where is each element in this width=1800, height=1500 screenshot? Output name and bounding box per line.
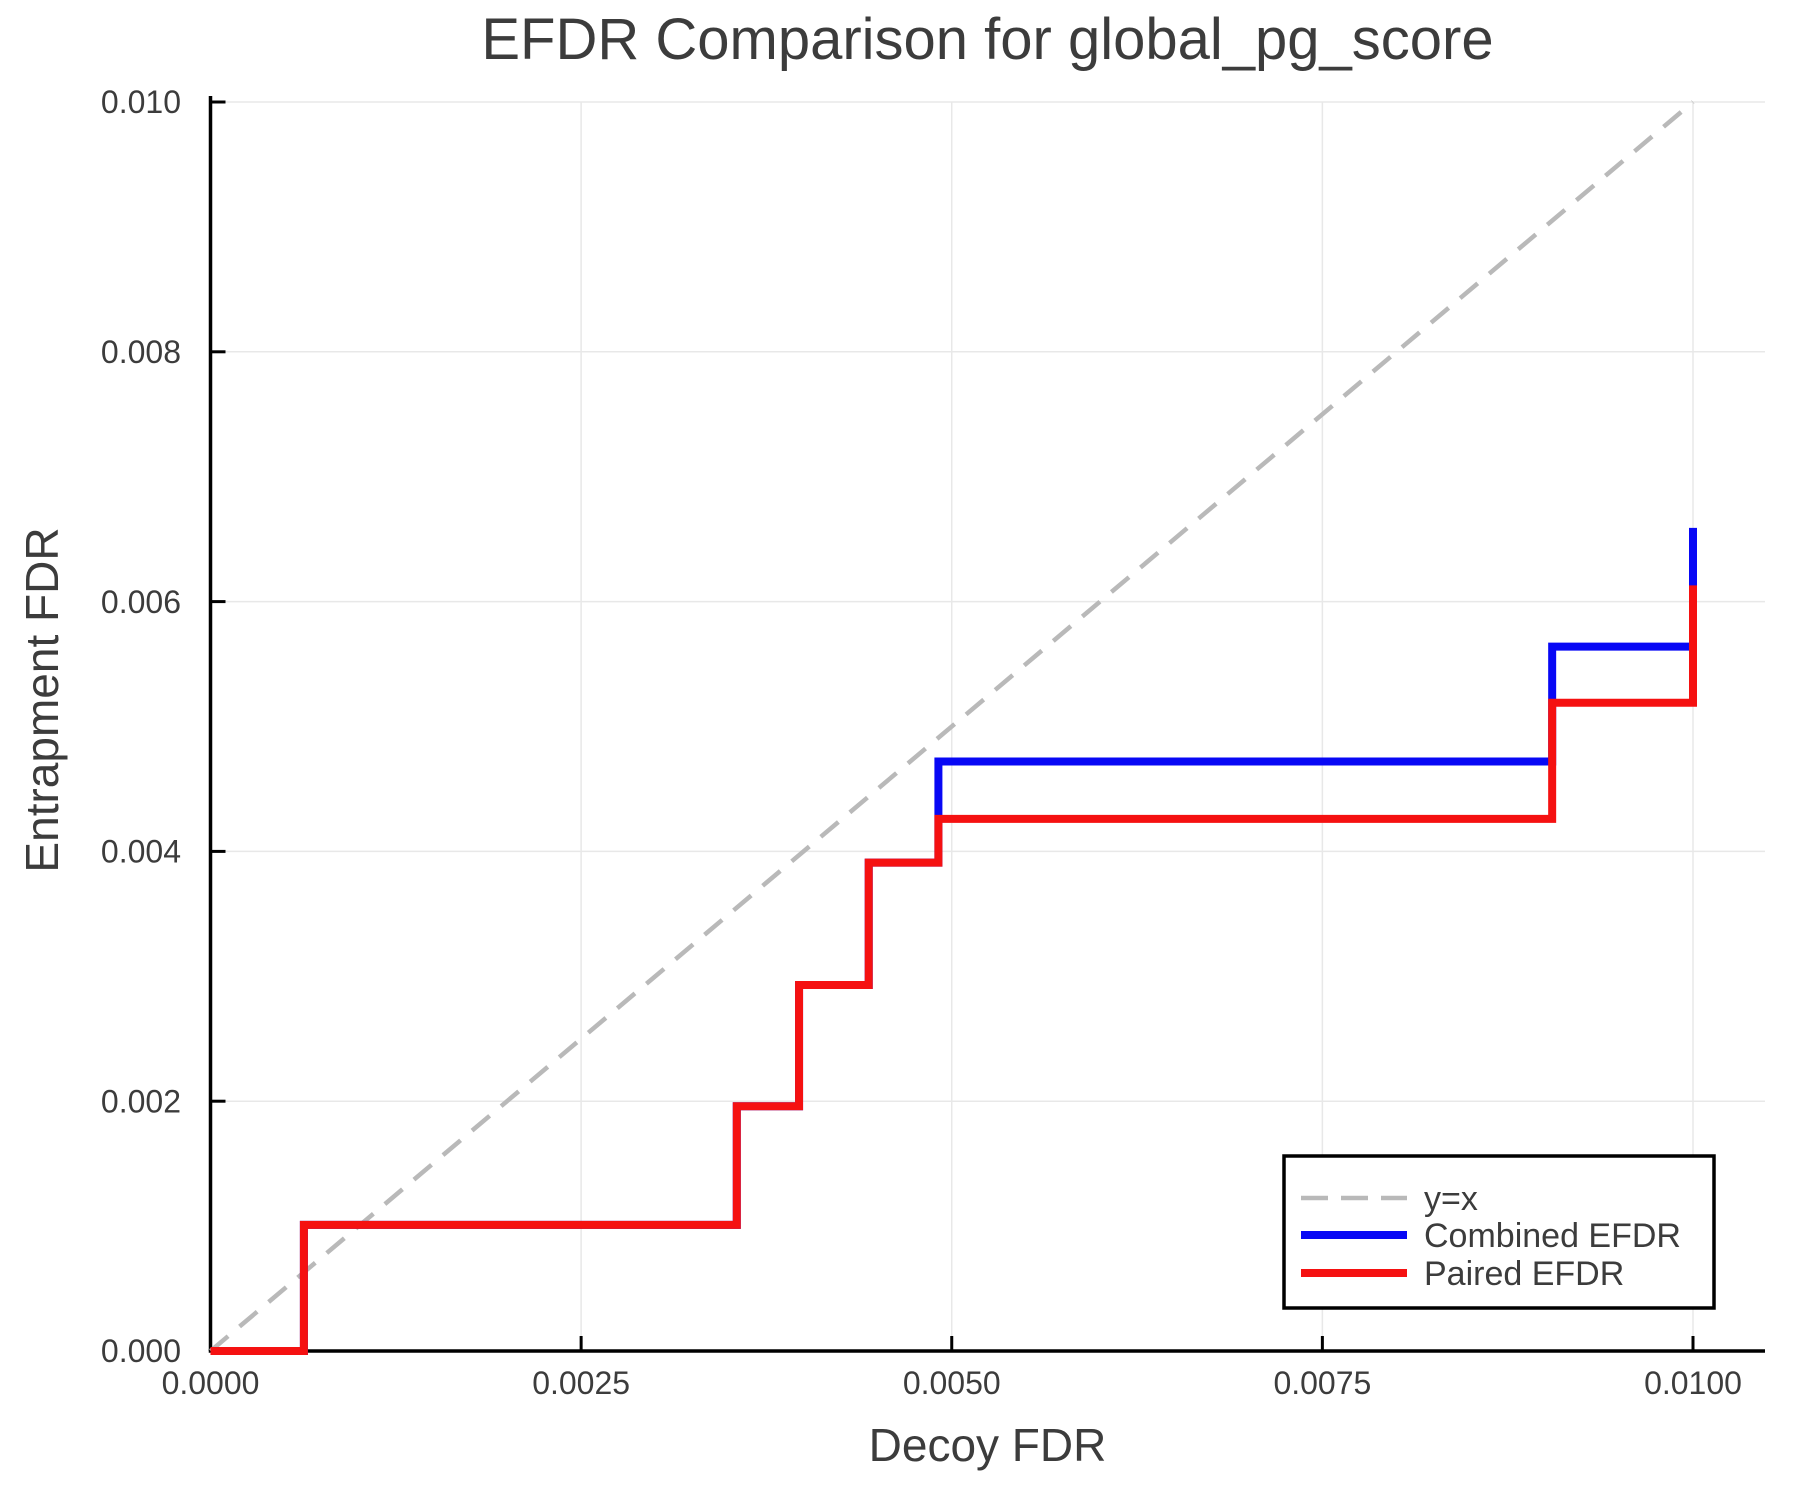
- y-tick-label: 0.000: [101, 1333, 181, 1369]
- legend-label: y=x: [1424, 1180, 1478, 1218]
- x-tick-label: 0.0000: [162, 1365, 260, 1401]
- x-axis-label: Decoy FDR: [868, 1419, 1107, 1471]
- series-line-y-x: [209, 100, 1695, 1353]
- y-tick-label: 0.002: [101, 1083, 181, 1119]
- x-tick-label: 0.0050: [903, 1365, 1001, 1401]
- legend-label: Combined EFDR: [1424, 1217, 1681, 1255]
- y-tick-label: 0.008: [101, 334, 181, 370]
- legend-label: Paired EFDR: [1424, 1255, 1624, 1293]
- y-tick-label: 0.010: [101, 84, 181, 120]
- y-axis-label: Entrapment FDR: [16, 527, 68, 873]
- y-tick-label: 0.004: [101, 834, 181, 870]
- x-tick-label: 0.0025: [532, 1365, 630, 1401]
- chart-title: EFDR Comparison for global_pg_score: [481, 7, 1494, 72]
- y-tick-label: 0.006: [101, 584, 181, 620]
- series-line-paired-efdr: [210, 585, 1697, 1355]
- x-tick-label: 0.0075: [1273, 1365, 1371, 1401]
- x-tick-label: 0.0100: [1644, 1365, 1742, 1401]
